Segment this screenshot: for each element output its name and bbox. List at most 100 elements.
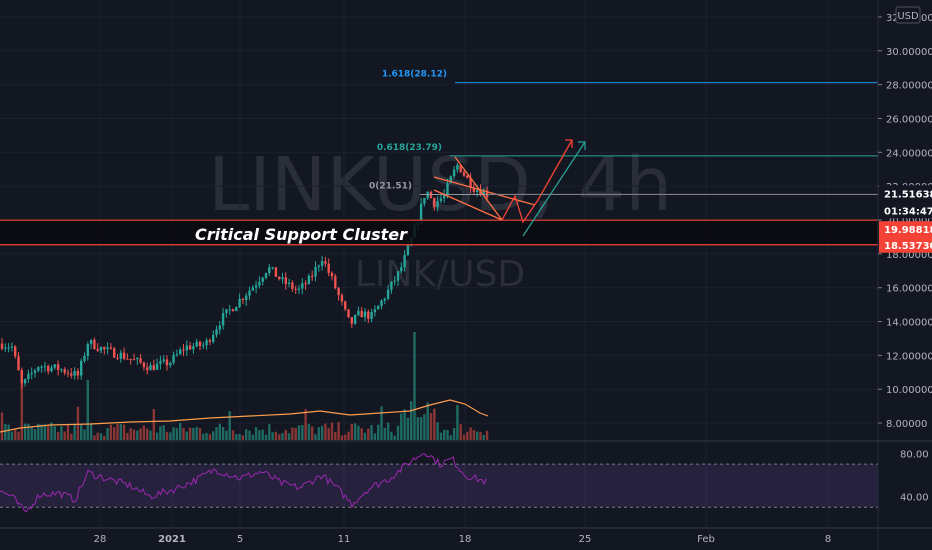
candle-body [400,267,403,272]
target-arrow-line[interactable] [522,141,586,237]
candle-body [63,369,66,373]
volume-bar [86,380,89,440]
candle-body [403,254,406,268]
candle-body [278,276,281,280]
candle-body [188,345,192,350]
volume-bar [268,424,271,440]
volume-bar [215,427,218,440]
candle-body [261,277,264,282]
volume-bar [40,424,43,440]
channel-line-top[interactable] [433,176,536,206]
volume-bar [330,422,334,440]
volume-bar [212,431,215,440]
candle-body [334,276,337,289]
candle-body [370,312,373,319]
volume-bar [370,425,373,440]
candle-body [429,191,433,199]
candle-body [221,313,225,326]
x-tick-label: 2021 [158,534,186,545]
candle-body [238,298,241,308]
y-tick-label: 24.00000 [886,148,932,159]
volume-bar [360,428,363,440]
candle-body [96,348,99,351]
volume-bar [357,425,360,440]
candle-body [192,346,195,350]
candle-body [14,346,17,357]
volume-bar [334,431,337,440]
support-tag-lower-bg [879,236,932,253]
candle-body [383,298,386,301]
candle-body [103,347,106,350]
candle-body [456,164,459,170]
projection-path[interactable] [501,139,573,224]
volume-bar [423,414,426,440]
candle-body [274,267,278,277]
y-tick-label: 14.00000 [886,318,932,329]
volume-bar [185,431,188,440]
volume-bar [159,426,162,440]
volume-bar [165,431,169,440]
volume-bar [386,422,390,440]
candle-body [363,311,367,318]
volume-bar [106,427,109,440]
volume-bar [113,427,116,440]
volume-bar [294,427,297,440]
candle-body [291,282,294,289]
channel-line-bottom[interactable] [433,189,503,221]
candle-body [17,356,20,371]
candle-body [0,343,4,349]
volume-bar [317,427,320,440]
candle-body [47,366,50,372]
volume-bar [139,428,142,440]
channel-line-left[interactable] [454,156,503,221]
volume-bar [195,427,198,440]
candle-body [449,176,452,184]
candle-body [142,362,146,368]
volume-bar [225,430,228,440]
volume-bar [0,412,4,440]
support-zone [0,220,878,245]
volume-bar [208,434,212,440]
target-arrowhead [578,141,586,150]
candle-body [172,354,175,363]
candle-body [304,283,307,285]
candle-body [462,172,466,176]
candle-body [393,280,396,282]
y-tick-label: 28.00000 [886,81,932,92]
volume-bar [383,427,386,440]
candle-body [175,354,179,356]
candle-body [482,190,485,196]
support-tag-upper-bg [879,221,932,238]
candle-body [109,347,113,349]
countdown-tag: 01:34:47 [884,206,932,217]
candle-body [23,379,27,384]
volume-bar [241,435,245,440]
candle-body [317,265,320,267]
candle-body [56,364,60,371]
candle-body [60,369,63,371]
candle-body [205,340,208,346]
candle-body [271,267,274,269]
volume-bar [198,428,202,440]
candle-body [287,282,291,284]
currency-badge[interactable] [895,6,921,24]
volume-bar [116,424,119,440]
candle-body [212,334,215,342]
volume-bar [20,370,23,440]
candle-body [327,263,330,273]
candle-body [30,372,33,374]
currency-badge-label: USD [897,11,919,22]
volume-bar [231,430,235,440]
candle-body [380,300,383,306]
volume-bar [304,409,307,440]
volume-bar [37,423,40,440]
volume-bar [469,427,472,440]
support-cluster-annotation: Critical Support Cluster [195,225,408,244]
candle-body [162,359,165,362]
y-tick-label: 10.00000 [886,385,932,396]
candle-body [139,358,142,363]
volume-bar [439,432,443,440]
candle-body [459,164,462,173]
volume-bar [485,430,489,440]
